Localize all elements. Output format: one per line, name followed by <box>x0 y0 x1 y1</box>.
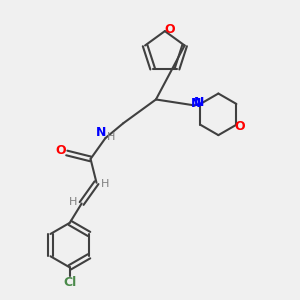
Text: N: N <box>191 98 201 110</box>
Text: O: O <box>234 120 245 133</box>
Text: O: O <box>164 23 175 36</box>
Text: Cl: Cl <box>63 276 76 289</box>
Text: O: O <box>56 143 66 157</box>
Text: H: H <box>68 197 77 207</box>
Text: N: N <box>194 96 204 109</box>
Text: H: H <box>106 132 115 142</box>
Text: N: N <box>96 126 106 139</box>
Text: H: H <box>101 179 110 189</box>
